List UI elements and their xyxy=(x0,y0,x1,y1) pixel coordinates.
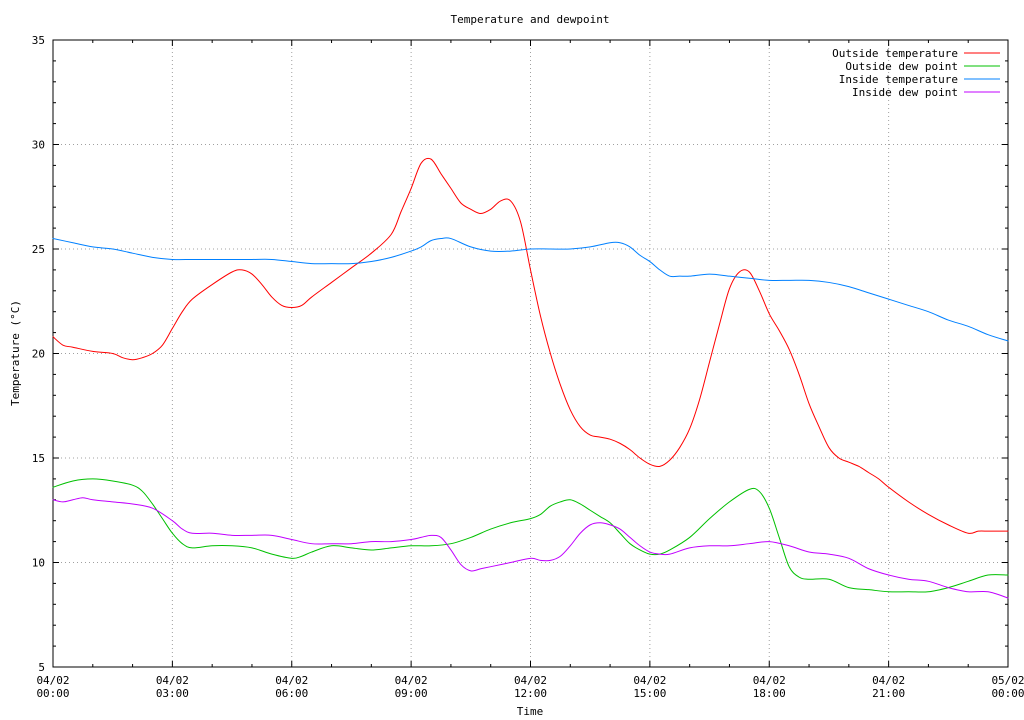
x-tick-label-date: 04/02 xyxy=(156,674,189,687)
x-tick-label-time: 15:00 xyxy=(633,687,666,700)
y-axis-label: Temperature (°C) xyxy=(9,300,22,406)
x-tick-label-date: 04/02 xyxy=(633,674,666,687)
x-tick-label-time: 21:00 xyxy=(872,687,905,700)
series-line-outside-temperature xyxy=(52,157,1009,534)
y-tick-label: 10 xyxy=(32,557,45,570)
data-series xyxy=(52,157,1009,599)
x-tick-label-time: 03:00 xyxy=(156,687,189,700)
x-tick-label-date: 05/02 xyxy=(991,674,1024,687)
legend-label-inside-temperature: Inside temperature xyxy=(839,73,958,86)
series-line-inside-temperature xyxy=(52,237,1009,342)
x-axis-tick-labels: 04/0200:0004/0203:0004/0206:0004/0209:00… xyxy=(36,674,1024,700)
x-axis-label: Time xyxy=(517,705,544,718)
x-tick-label-time: 06:00 xyxy=(275,687,308,700)
x-tick-label-date: 04/02 xyxy=(395,674,428,687)
x-tick-label-date: 04/02 xyxy=(753,674,786,687)
y-tick-label: 35 xyxy=(32,34,45,47)
x-tick-label-time: 12:00 xyxy=(514,687,547,700)
y-tick-label: 20 xyxy=(32,348,45,361)
x-tick-label-date: 04/02 xyxy=(36,674,69,687)
legend-label-inside-dew-point: Inside dew point xyxy=(852,86,958,99)
x-tick-label-time: 18:00 xyxy=(753,687,786,700)
y-tick-label: 15 xyxy=(32,452,45,465)
x-tick-label-time: 00:00 xyxy=(36,687,69,700)
y-tick-label: 30 xyxy=(32,139,45,152)
legend-label-outside-temperature: Outside temperature xyxy=(832,47,958,60)
series-line-outside-dew-point xyxy=(52,478,1009,593)
y-tick-label: 25 xyxy=(32,243,45,256)
y-tick-label: 5 xyxy=(38,661,45,674)
x-tick-label-date: 04/02 xyxy=(275,674,308,687)
axis-ticks xyxy=(52,39,1009,668)
legend-label-outside-dew-point: Outside dew point xyxy=(845,60,958,73)
x-tick-label-date: 04/02 xyxy=(514,674,547,687)
x-tick-label-time: 00:00 xyxy=(991,687,1024,700)
y-axis-tick-labels: 5 10 15 20 25 30 35 xyxy=(32,34,45,674)
grid-lines xyxy=(53,40,1008,667)
series-line-inside-dew-point xyxy=(52,497,1009,599)
chart-title: Temperature and dewpoint xyxy=(451,13,610,26)
x-tick-label-date: 04/02 xyxy=(872,674,905,687)
x-tick-label-time: 09:00 xyxy=(395,687,428,700)
